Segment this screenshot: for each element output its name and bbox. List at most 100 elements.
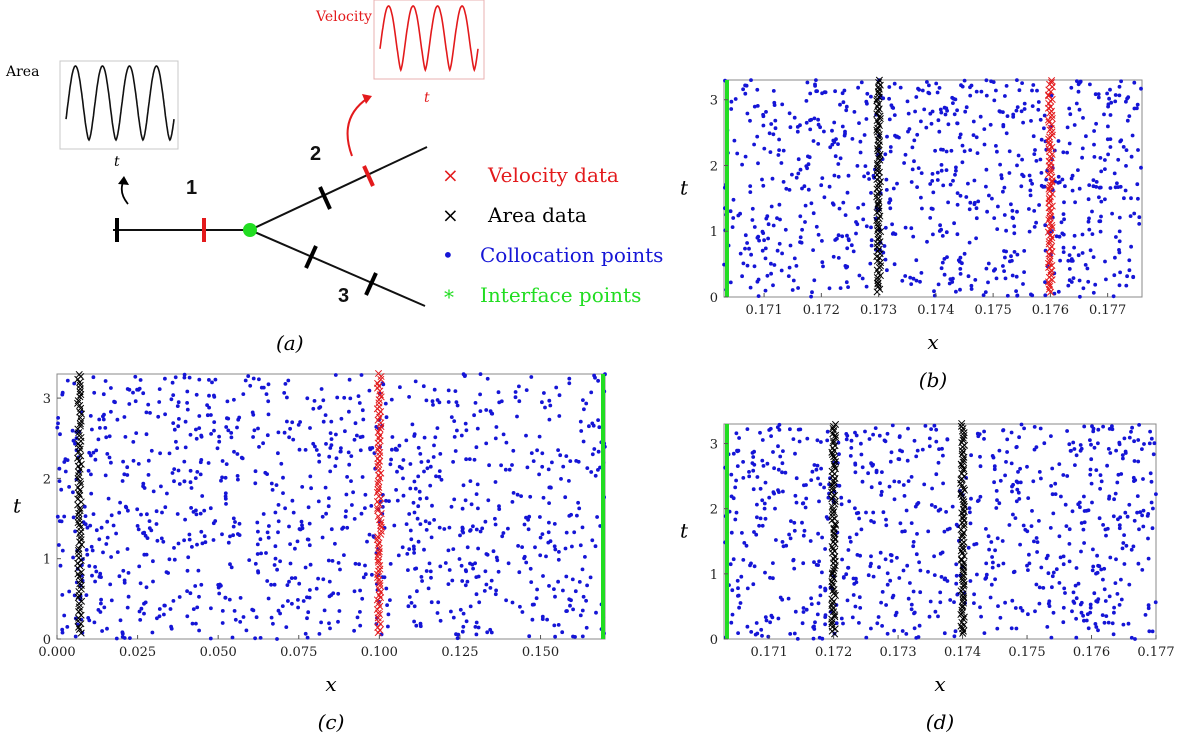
collocation-point bbox=[476, 625, 481, 630]
collocation-point bbox=[585, 466, 590, 470]
collocation-point bbox=[197, 377, 202, 382]
collocation-point bbox=[840, 91, 845, 96]
scatter-panel-c: 0.000 0.025 0.050 0.075 0.100 0.125 0.1500123x… bbox=[13, 369, 607, 734]
velocity-data-marker bbox=[375, 548, 383, 556]
collocation-point bbox=[1122, 196, 1126, 201]
collocation-point bbox=[910, 167, 915, 172]
collocation-point bbox=[982, 127, 987, 131]
collocation-point bbox=[151, 559, 155, 564]
collocation-point bbox=[792, 631, 797, 636]
x-tick-label: 0.075 bbox=[280, 645, 317, 660]
x-tick-label: 0.150 bbox=[522, 645, 559, 660]
area-data-marker bbox=[959, 545, 967, 553]
collocation-point bbox=[496, 569, 501, 574]
collocation-point bbox=[918, 279, 922, 284]
collocation-point bbox=[787, 532, 791, 537]
collocation-point bbox=[108, 582, 113, 587]
collocation-point bbox=[894, 610, 899, 615]
collocation-point bbox=[985, 209, 989, 214]
collocation-point bbox=[1132, 518, 1137, 523]
collocation-point bbox=[300, 526, 305, 531]
collocation-point bbox=[1001, 264, 1005, 268]
collocation-point bbox=[305, 396, 310, 401]
collocation-point bbox=[914, 278, 919, 283]
collocation-point bbox=[580, 634, 585, 639]
collocation-point bbox=[183, 419, 188, 424]
collocation-point bbox=[1106, 620, 1111, 625]
collocation-point bbox=[446, 548, 451, 553]
collocation-point bbox=[1125, 118, 1130, 123]
scatter-panel-b: 0.171 0.172 0.173 0.174 0.175 0.176 0.1770123x… bbox=[680, 76, 1143, 392]
collocation-point bbox=[991, 560, 995, 565]
collocation-point bbox=[728, 209, 733, 214]
collocation-point bbox=[474, 527, 479, 532]
collocation-point bbox=[915, 185, 919, 190]
collocation-point bbox=[556, 579, 560, 584]
collocation-point bbox=[428, 464, 433, 469]
collocation-point bbox=[909, 180, 914, 184]
collocation-point bbox=[326, 558, 331, 563]
collocation-point bbox=[412, 551, 416, 555]
collocation-point bbox=[276, 519, 281, 524]
collocation-point bbox=[316, 576, 320, 581]
collocation-point bbox=[484, 441, 489, 446]
collocation-point bbox=[208, 636, 213, 641]
collocation-point bbox=[866, 471, 870, 476]
collocation-point bbox=[413, 486, 418, 491]
collocation-point bbox=[418, 522, 423, 526]
collocation-point bbox=[887, 85, 892, 89]
collocation-point bbox=[460, 579, 465, 583]
collocation-point bbox=[972, 200, 977, 205]
collocation-point bbox=[575, 513, 579, 518]
collocation-point bbox=[1068, 112, 1073, 117]
velocity-data-marker bbox=[1048, 77, 1056, 85]
collocation-point bbox=[1017, 88, 1022, 93]
collocation-point bbox=[590, 538, 595, 543]
area-data-marker bbox=[873, 243, 881, 251]
collocation-point bbox=[308, 426, 312, 430]
collocation-point bbox=[276, 451, 280, 456]
collocation-point bbox=[986, 261, 991, 266]
collocation-point bbox=[84, 593, 89, 597]
collocation-point bbox=[1067, 253, 1072, 257]
collocation-point bbox=[819, 183, 824, 188]
collocation-point bbox=[745, 427, 750, 431]
collocation-point bbox=[974, 236, 978, 241]
collocation-point bbox=[338, 449, 343, 454]
area-data-marker bbox=[76, 507, 84, 515]
collocation-point bbox=[363, 563, 367, 568]
collocation-point bbox=[1079, 446, 1084, 451]
collocation-point bbox=[869, 94, 873, 99]
collocation-point bbox=[775, 216, 779, 221]
collocation-point bbox=[266, 535, 271, 540]
collocation-point bbox=[844, 280, 849, 285]
collocation-point bbox=[1056, 289, 1061, 294]
collocation-point bbox=[1132, 211, 1137, 216]
collocation-point bbox=[865, 91, 870, 96]
collocation-point bbox=[846, 565, 850, 570]
collocation-point bbox=[105, 452, 110, 456]
area-inset-xlabel: t bbox=[114, 154, 120, 170]
collocation-point bbox=[125, 605, 130, 610]
collocation-point bbox=[954, 165, 958, 170]
collocation-point bbox=[933, 505, 938, 509]
collocation-point bbox=[589, 470, 594, 474]
collocation-point bbox=[1112, 610, 1116, 615]
collocation-point bbox=[781, 489, 785, 494]
collocation-point bbox=[197, 426, 202, 430]
collocation-point bbox=[954, 168, 958, 173]
collocation-point bbox=[1047, 599, 1052, 604]
collocation-point bbox=[429, 535, 434, 540]
collocation-point bbox=[1138, 510, 1143, 514]
collocation-point bbox=[767, 495, 772, 500]
collocation-point bbox=[884, 177, 889, 182]
collocation-point bbox=[412, 479, 417, 484]
area-data-marker bbox=[829, 486, 837, 494]
collocation-point bbox=[253, 469, 258, 474]
branch-label-1: 1 bbox=[186, 177, 197, 199]
collocation-point bbox=[57, 466, 62, 471]
collocation-point bbox=[296, 423, 301, 427]
collocation-point bbox=[209, 413, 213, 417]
velocity-data-marker bbox=[1046, 282, 1054, 290]
collocation-point bbox=[107, 455, 112, 460]
